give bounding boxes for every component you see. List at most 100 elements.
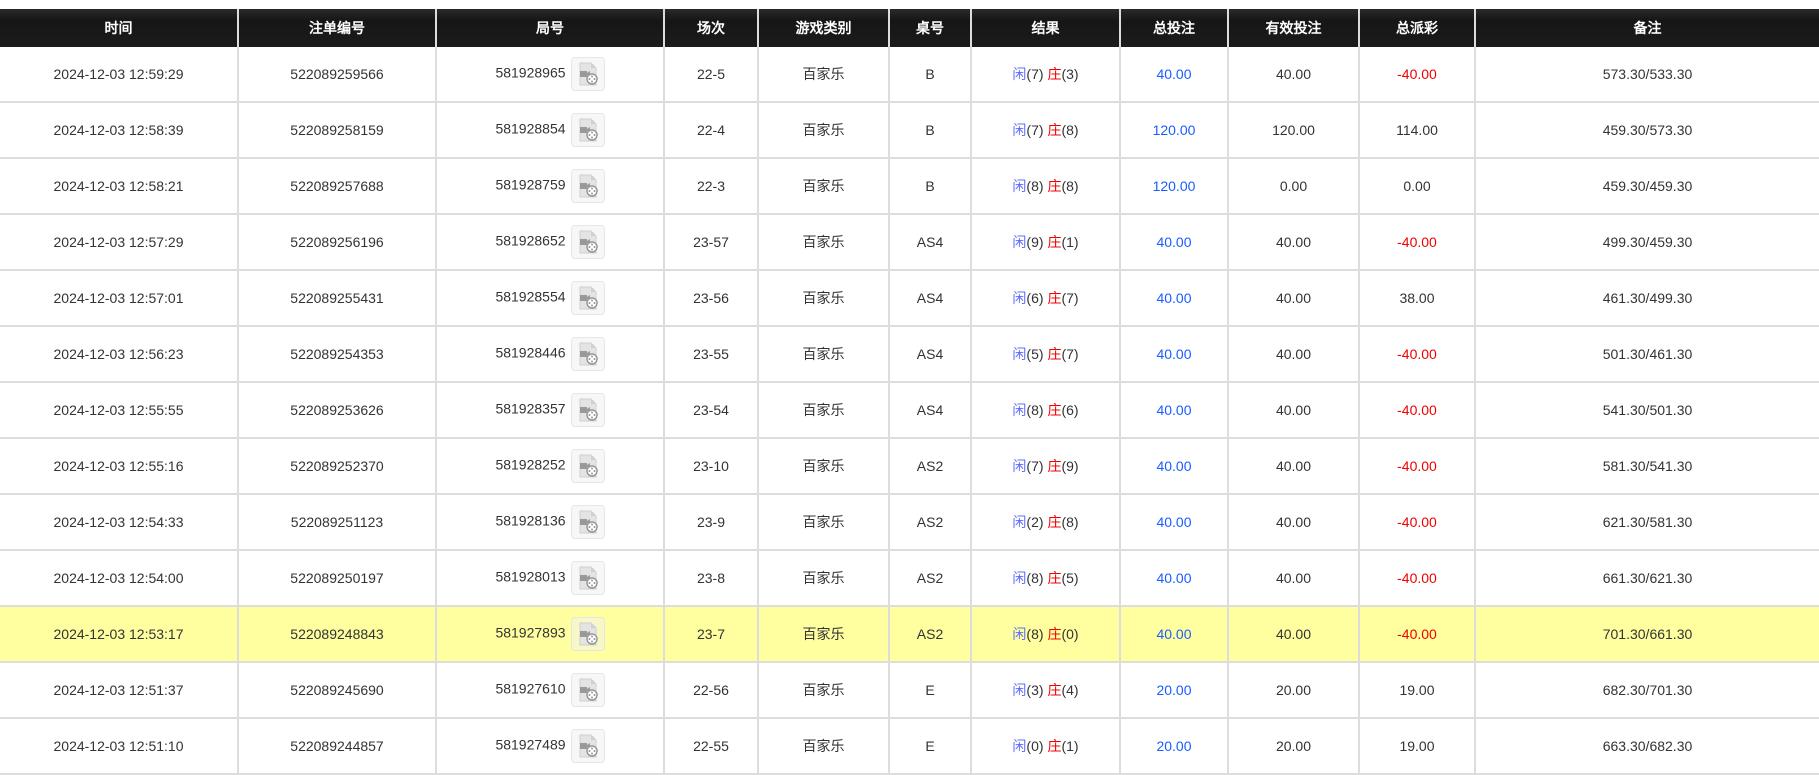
- cell-session: 23-8: [663, 550, 758, 607]
- cell-total-bet: 40.00: [1119, 382, 1228, 439]
- video-replay-icon[interactable]: [570, 113, 605, 147]
- video-replay-icon[interactable]: [570, 393, 605, 427]
- video-replay-icon[interactable]: [570, 673, 605, 707]
- cell-payout: 19.00: [1358, 662, 1475, 719]
- cell-result: 闲(5) 庄(7): [970, 326, 1120, 383]
- cell-session: 23-54: [663, 382, 758, 439]
- cell-session: 22-56: [663, 662, 758, 719]
- table-row: 2024-12-03 12:55:55 522089253626 581928357…: [0, 382, 1819, 439]
- cell-round: 581928252: [435, 438, 664, 495]
- cell-note: 581.30/541.30: [1474, 438, 1819, 495]
- cell-time: 2024-12-03 12:55:16: [0, 438, 238, 495]
- column-header-note: 备注: [1474, 9, 1819, 47]
- table-row: 2024-12-03 12:51:37 522089245690 581927610…: [0, 662, 1819, 719]
- cell-note: 541.30/501.30: [1474, 382, 1819, 439]
- cell-table-no: AS4: [888, 326, 971, 383]
- cell-note: 682.30/701.30: [1474, 662, 1819, 719]
- video-replay-icon[interactable]: [570, 225, 605, 259]
- cell-table-no: E: [888, 718, 971, 775]
- cell-result: 闲(2) 庄(8): [970, 494, 1120, 551]
- video-replay-icon[interactable]: [570, 729, 605, 763]
- cell-round: 581928013: [435, 550, 664, 607]
- video-replay-icon[interactable]: [570, 57, 605, 91]
- cell-payout: -40.00: [1358, 326, 1475, 383]
- cell-result: 闲(9) 庄(1): [970, 214, 1120, 271]
- cell-time: 2024-12-03 12:51:10: [0, 718, 238, 775]
- cell-time: 2024-12-03 12:55:55: [0, 382, 238, 439]
- banker-label: 庄: [1047, 234, 1062, 250]
- cell-game-type: 百家乐: [757, 47, 889, 103]
- video-replay-icon[interactable]: [570, 505, 605, 539]
- cell-session: 23-7: [663, 606, 758, 663]
- cell-bet-id: 522089251123: [237, 494, 436, 551]
- cell-payout: 0.00: [1358, 158, 1475, 215]
- video-replay-icon[interactable]: [570, 337, 605, 371]
- cell-note: 663.30/682.30: [1474, 718, 1819, 775]
- table-row: 2024-12-03 12:55:16 522089252370 581928252…: [0, 438, 1819, 495]
- player-score: (9): [1026, 234, 1044, 250]
- column-header-bet-id: 注单编号: [237, 9, 436, 47]
- cell-bet-id: 522089244857: [237, 718, 436, 775]
- cell-time: 2024-12-03 12:51:37: [0, 662, 238, 719]
- cell-game-type: 百家乐: [757, 102, 889, 159]
- round-number: 581928554: [495, 288, 566, 305]
- cell-game-type: 百家乐: [757, 662, 889, 719]
- round-number: 581927489: [495, 736, 566, 753]
- cell-valid-bet: 40.00: [1227, 438, 1359, 495]
- banker-score: (4): [1061, 682, 1079, 698]
- cell-time: 2024-12-03 12:53:17: [0, 606, 238, 663]
- table-row: 2024-12-03 12:54:00 522089250197 581928013…: [0, 550, 1819, 607]
- cell-game-type: 百家乐: [757, 606, 889, 663]
- column-header-table-no: 桌号: [888, 9, 971, 47]
- cell-game-type: 百家乐: [757, 550, 889, 607]
- cell-round: 581927893: [435, 606, 664, 663]
- column-header-total-bet: 总投注: [1119, 9, 1228, 47]
- banker-score: (6): [1061, 402, 1079, 418]
- cell-valid-bet: 40.00: [1227, 550, 1359, 607]
- cell-bet-id: 522089256196: [237, 214, 436, 271]
- cell-valid-bet: 40.00: [1227, 494, 1359, 551]
- video-replay-icon[interactable]: [570, 169, 605, 203]
- cell-valid-bet: 40.00: [1227, 47, 1359, 103]
- video-replay-icon[interactable]: [570, 281, 605, 315]
- banker-label: 庄: [1047, 346, 1062, 362]
- table-row: 2024-12-03 12:53:17 522089248843 581927893…: [0, 606, 1819, 663]
- round-number: 581928854: [495, 120, 566, 137]
- video-replay-icon[interactable]: [570, 449, 605, 483]
- cell-table-no: B: [888, 102, 971, 159]
- cell-payout: -40.00: [1358, 214, 1475, 271]
- cell-bet-id: 522089259566: [237, 47, 436, 103]
- round-number: 581928013: [495, 568, 566, 585]
- banker-score: (1): [1061, 234, 1079, 250]
- banker-score: (0): [1061, 626, 1079, 642]
- cell-result: 闲(0) 庄(1): [970, 718, 1120, 775]
- banker-score: (3): [1061, 66, 1079, 82]
- cell-note: 459.30/459.30: [1474, 158, 1819, 215]
- cell-bet-id: 522089255431: [237, 270, 436, 327]
- player-label: 闲: [1012, 682, 1027, 698]
- cell-time: 2024-12-03 12:58:21: [0, 158, 238, 215]
- round-number: 581927893: [495, 624, 566, 641]
- cell-total-bet: 20.00: [1119, 662, 1228, 719]
- video-replay-icon[interactable]: [570, 617, 605, 651]
- video-replay-icon[interactable]: [570, 561, 605, 595]
- player-label: 闲: [1012, 346, 1027, 362]
- cell-bet-id: 522089257688: [237, 158, 436, 215]
- cell-session: 22-4: [663, 102, 758, 159]
- player-label: 闲: [1012, 234, 1027, 250]
- cell-payout: 114.00: [1358, 102, 1475, 159]
- cell-total-bet: 40.00: [1119, 214, 1228, 271]
- banker-label: 庄: [1047, 402, 1062, 418]
- table-row: 2024-12-03 12:58:39 522089258159 581928854…: [0, 102, 1819, 159]
- bet-records-table: 时间 注单编号 局号 场次 游戏类别 桌号 结果 总投注 有效投注 总派彩 备注 2024-12-0…: [0, 9, 1819, 775]
- cell-game-type: 百家乐: [757, 326, 889, 383]
- cell-result: 闲(8) 庄(0): [970, 606, 1120, 663]
- cell-total-bet: 40.00: [1119, 270, 1228, 327]
- cell-time: 2024-12-03 12:58:39: [0, 102, 238, 159]
- cell-payout: -40.00: [1358, 47, 1475, 103]
- cell-table-no: AS2: [888, 494, 971, 551]
- cell-game-type: 百家乐: [757, 214, 889, 271]
- cell-session: 23-57: [663, 214, 758, 271]
- round-number: 581928652: [495, 232, 566, 249]
